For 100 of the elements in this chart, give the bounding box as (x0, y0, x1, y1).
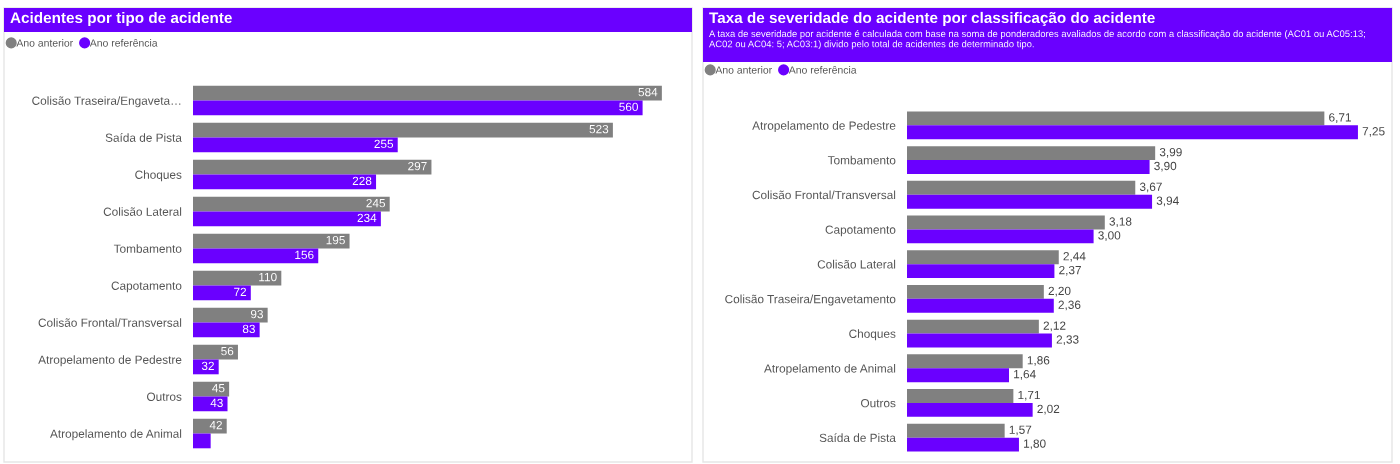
y-tick-label: Saída de Pista (819, 433, 896, 443)
data-label: 3,94 (1156, 196, 1179, 207)
y-tick-label: Atropelamento de Animal (764, 363, 896, 375)
data-label: 1,64 (1014, 370, 1036, 380)
bar (907, 229, 1094, 244)
bar (907, 402, 1033, 417)
y-tick-label: Tombamento (827, 155, 896, 165)
data-label: 45 (212, 384, 225, 393)
chart-title: Acidentes por tipo de acidente (10, 11, 232, 27)
bar (907, 284, 1044, 299)
bar (193, 233, 350, 249)
data-label: 42 (209, 420, 222, 430)
chart-subtitle: A taxa de severidade por acidente é calculada com base na soma de ponderadores avaliados de acordo com a classificação do acidente (AC01 ou AC05:13; AC02 ou AC04: 5; AC03:1) divido pelo total de acidentes de determinado tipo. (709, 30, 1365, 50)
y-tick-label: Colisão Traseira/Engaveta… (32, 96, 181, 108)
data-label: 3,67 (1139, 182, 1162, 193)
data-label: 72 (234, 287, 247, 296)
bar (907, 298, 1054, 313)
data-label: 255 (374, 139, 394, 149)
bar (193, 248, 319, 264)
y-tick-label: Outros (147, 392, 182, 401)
data-label: 3,99 (1159, 147, 1182, 158)
bar (193, 174, 377, 190)
bar (907, 250, 1059, 265)
data-label: 2,20 (1048, 286, 1071, 297)
legend-label: Ano referência (89, 38, 158, 47)
bar (193, 211, 381, 227)
data-label: 2,36 (1058, 300, 1081, 311)
data-label: 2,37 (1059, 265, 1081, 276)
y-tick-label: Tombamento (113, 244, 182, 253)
bar (907, 215, 1105, 230)
data-label: 93 (250, 309, 263, 319)
y-tick-label: Atropelamento de Pedestre (752, 121, 896, 133)
data-label: 3,00 (1098, 231, 1121, 241)
bar (193, 85, 662, 101)
bar (193, 159, 432, 175)
bar (193, 322, 260, 338)
bar (193, 196, 390, 212)
bar (193, 270, 282, 286)
y-tick-label: Capotamento (111, 281, 182, 293)
y-tick-label: Atropelamento de Animal (50, 429, 182, 441)
data-label: 1,80 (1024, 439, 1046, 450)
data-label: 43 (210, 398, 223, 408)
data-label: 110 (259, 272, 277, 282)
data-label: 297 (408, 161, 427, 171)
data-label: 245 (366, 198, 386, 208)
y-tick-label: Atropelamento de Pedestre (38, 355, 182, 367)
data-label: 2,02 (1037, 404, 1060, 415)
bar (193, 137, 398, 153)
bar (193, 285, 251, 301)
legend-label: Ano referência (788, 65, 857, 74)
bar (907, 180, 1136, 195)
data-label: 195 (326, 235, 345, 245)
legend-label: Ano anterior (715, 66, 772, 74)
data-label: 7,25 (1362, 127, 1385, 137)
bar (907, 437, 1019, 452)
data-label: 1,57 (1009, 425, 1032, 436)
data-label: 228 (352, 176, 372, 186)
bar (907, 368, 1010, 383)
y-tick-label: Colisão Frontal/Transversal (752, 190, 896, 200)
bar (907, 354, 1023, 369)
data-label: 1,71 (1018, 390, 1040, 401)
data-label: 584 (638, 87, 658, 97)
y-tick-label: Saída de Pista (105, 133, 182, 142)
chart-title: Taxa de severidade do acidente por classificação do acidente (709, 11, 1155, 27)
bar (907, 333, 1052, 348)
bar (907, 389, 1014, 403)
y-tick-label: Colisão Lateral (103, 207, 182, 216)
bar (907, 423, 1005, 438)
y-tick-label: Capotamento (825, 225, 896, 237)
data-label: 3,90 (1154, 161, 1177, 172)
bar (193, 307, 268, 323)
y-tick-label: Outros (861, 398, 896, 408)
data-label: 156 (295, 250, 314, 260)
data-label: 3,18 (1109, 217, 1132, 228)
bar (193, 122, 613, 138)
bar (907, 111, 1325, 126)
bar (907, 146, 1156, 161)
y-tick-label: Choques (849, 329, 896, 341)
data-label: 560 (619, 102, 638, 112)
data-label: 6,71 (1329, 113, 1351, 123)
data-label: 56 (221, 346, 234, 356)
data-label: 2,44 (1063, 252, 1086, 262)
bar (193, 359, 219, 375)
bar (907, 160, 1150, 174)
data-label: 234 (357, 213, 377, 223)
data-label: 83 (242, 324, 255, 334)
data-label: 523 (589, 124, 609, 134)
bar (193, 381, 230, 397)
bar (907, 319, 1039, 334)
y-tick-label: Colisão Frontal/Transversal (38, 318, 182, 327)
data-label: 32 (201, 361, 214, 371)
bar (193, 100, 643, 116)
bar (907, 194, 1153, 209)
data-label: 2,12 (1043, 321, 1066, 332)
bar (907, 125, 1358, 140)
data-label: 2,33 (1056, 335, 1079, 346)
y-tick-label: Colisão Traseira/Engavetamento (725, 294, 896, 306)
y-tick-label: Colisão Lateral (817, 259, 896, 269)
bar (907, 264, 1055, 279)
bar (193, 433, 211, 449)
